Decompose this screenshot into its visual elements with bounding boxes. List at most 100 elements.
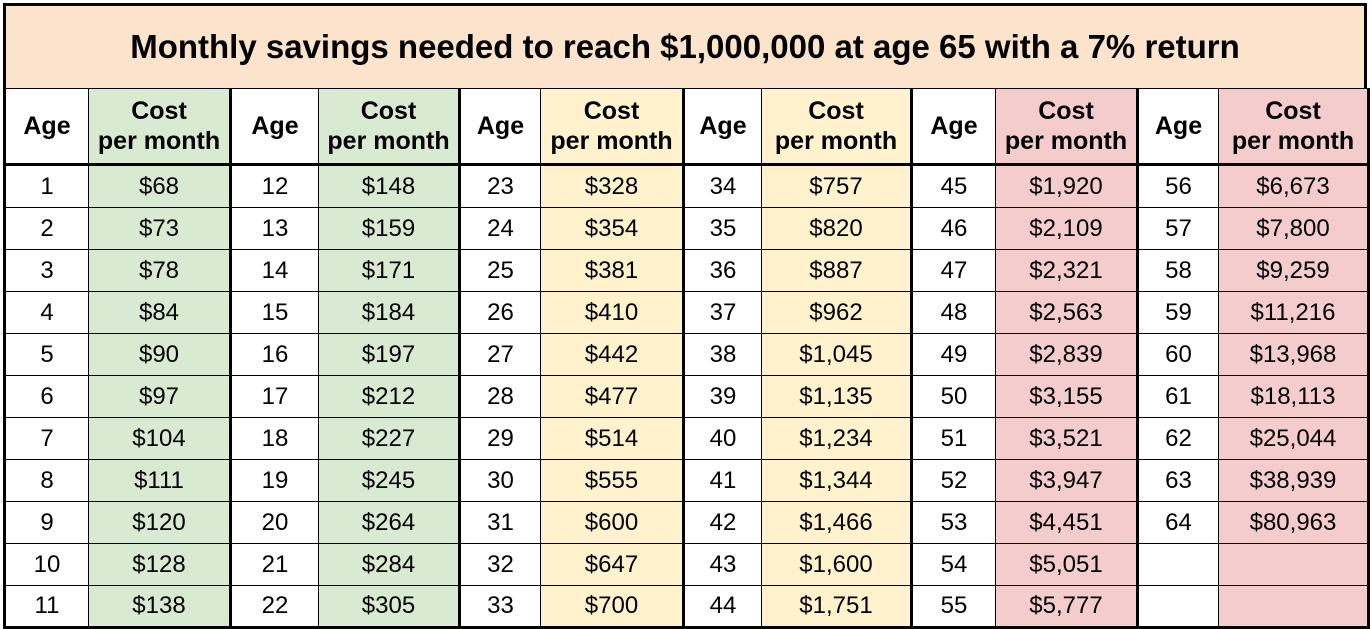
cost-header-line1: Cost [131, 97, 187, 125]
age-cell: 14 [229, 249, 319, 292]
age-cell: 20 [229, 501, 319, 544]
age-cell: 61 [1136, 375, 1219, 418]
age-cell: 28 [458, 375, 541, 418]
age-cell: 56 [1136, 164, 1219, 208]
cost-cell [1218, 585, 1370, 629]
age-cell: 64 [1136, 501, 1219, 544]
age-cell: 2 [3, 207, 89, 250]
cost-cell: $13,968 [1218, 333, 1370, 376]
cost-header: Cost per month [318, 88, 460, 166]
cost-cell: $6,673 [1218, 164, 1370, 208]
cost-cell: $171 [318, 249, 460, 292]
cost-cell: $5,777 [995, 585, 1138, 629]
age-cell: 30 [458, 459, 541, 502]
age-cell: 40 [682, 417, 762, 460]
cost-cell: $1,045 [761, 333, 912, 376]
cost-cell: $3,947 [995, 459, 1138, 502]
cost-cell: $5,051 [995, 543, 1138, 586]
age-cell [1136, 543, 1219, 586]
cost-cell: $1,344 [761, 459, 912, 502]
cost-header-line1: Cost [1265, 97, 1321, 125]
cost-cell: $90 [88, 333, 231, 376]
age-cell: 16 [229, 333, 319, 376]
cost-cell: $120 [88, 501, 231, 544]
cost-cell: $4,451 [995, 501, 1138, 544]
age-cell: 29 [458, 417, 541, 460]
cost-cell: $25,044 [1218, 417, 1370, 460]
table-body: 1 $68 12 $148 23 $328 34 $757 45 $1,920 56 $6,673 2 $… [3, 164, 1370, 629]
age-cell: 57 [1136, 207, 1219, 250]
age-cell: 24 [458, 207, 541, 250]
cost-cell: $84 [88, 291, 231, 334]
age-cell: 43 [682, 543, 762, 586]
cost-cell: $2,563 [995, 291, 1138, 334]
cost-cell: $328 [540, 164, 684, 208]
header-row: Age Cost per month Age Cost per month Age Cost p… [3, 88, 1370, 166]
age-cell: 54 [910, 543, 996, 586]
cost-cell: $73 [88, 207, 231, 250]
cost-cell: $104 [88, 417, 231, 460]
cost-cell: $184 [318, 291, 460, 334]
table-row: 3 $78 14 $171 25 $381 36 $887 47 $2,321 58 $9,259 [3, 249, 1370, 292]
cost-cell: $555 [540, 459, 684, 502]
cost-header-line1: Cost [1038, 97, 1094, 125]
age-cell: 36 [682, 249, 762, 292]
cost-cell: $18,113 [1218, 375, 1370, 418]
age-cell: 19 [229, 459, 319, 502]
age-cell: 27 [458, 333, 541, 376]
age-cell: 46 [910, 207, 996, 250]
age-cell: 8 [3, 459, 89, 502]
cost-header: Cost per month [1218, 88, 1370, 166]
table-row: 10 $128 21 $284 32 $647 43 $1,600 54 $5,051 [3, 543, 1370, 586]
age-cell: 5 [3, 333, 89, 376]
age-cell: 53 [910, 501, 996, 544]
cost-cell: $700 [540, 585, 684, 629]
cost-cell: $1,234 [761, 417, 912, 460]
table-row: 11 $138 22 $305 33 $700 44 $1,751 55 $5,777 [3, 585, 1370, 629]
cost-header-line1: Cost [583, 97, 640, 125]
cost-cell: $78 [88, 249, 231, 292]
cost-cell: $442 [540, 333, 684, 376]
age-cell [1136, 585, 1219, 629]
age-header: Age [458, 88, 541, 166]
cost-cell: $197 [318, 333, 460, 376]
age-cell: 7 [3, 417, 89, 460]
age-header: Age [229, 88, 319, 166]
cost-cell: $305 [318, 585, 460, 629]
cost-cell: $138 [88, 585, 231, 629]
age-cell: 34 [682, 164, 762, 208]
cost-header-line1: Cost [808, 97, 864, 125]
age-cell: 21 [229, 543, 319, 586]
age-cell: 50 [910, 375, 996, 418]
age-cell: 51 [910, 417, 996, 460]
cost-cell [1218, 543, 1370, 586]
age-cell: 15 [229, 291, 319, 334]
cost-cell: $80,963 [1218, 501, 1370, 544]
age-cell: 60 [1136, 333, 1219, 376]
savings-sheet: Monthly savings needed to reach $1,000,0… [3, 3, 1370, 629]
cost-cell: $3,521 [995, 417, 1138, 460]
table-row: 1 $68 12 $148 23 $328 34 $757 45 $1,920 56 $6,673 [3, 164, 1370, 208]
cost-header-line2: per month [774, 127, 898, 155]
cost-cell: $600 [540, 501, 684, 544]
cost-cell: $757 [761, 164, 912, 208]
cost-cell: $7,800 [1218, 207, 1370, 250]
age-header: Age [910, 88, 996, 166]
table-row: 8 $111 19 $245 30 $555 41 $1,344 52 $3,947 63 $38,9… [3, 459, 1370, 502]
age-cell: 23 [458, 164, 541, 208]
age-cell: 32 [458, 543, 541, 586]
table-row: 6 $97 17 $212 28 $477 39 $1,135 50 $3,155 61 $18,11… [3, 375, 1370, 418]
cost-cell: $1,920 [995, 164, 1138, 208]
age-cell: 25 [458, 249, 541, 292]
cost-cell: $97 [88, 375, 231, 418]
cost-cell: $1,135 [761, 375, 912, 418]
age-cell: 38 [682, 333, 762, 376]
age-cell: 44 [682, 585, 762, 629]
cost-cell: $477 [540, 375, 684, 418]
age-cell: 4 [3, 291, 89, 334]
cost-cell: $820 [761, 207, 912, 250]
age-cell: 1 [3, 164, 89, 208]
cost-cell: $962 [761, 291, 912, 334]
cost-cell: $1,466 [761, 501, 912, 544]
cost-header-line1: Cost [360, 97, 417, 125]
